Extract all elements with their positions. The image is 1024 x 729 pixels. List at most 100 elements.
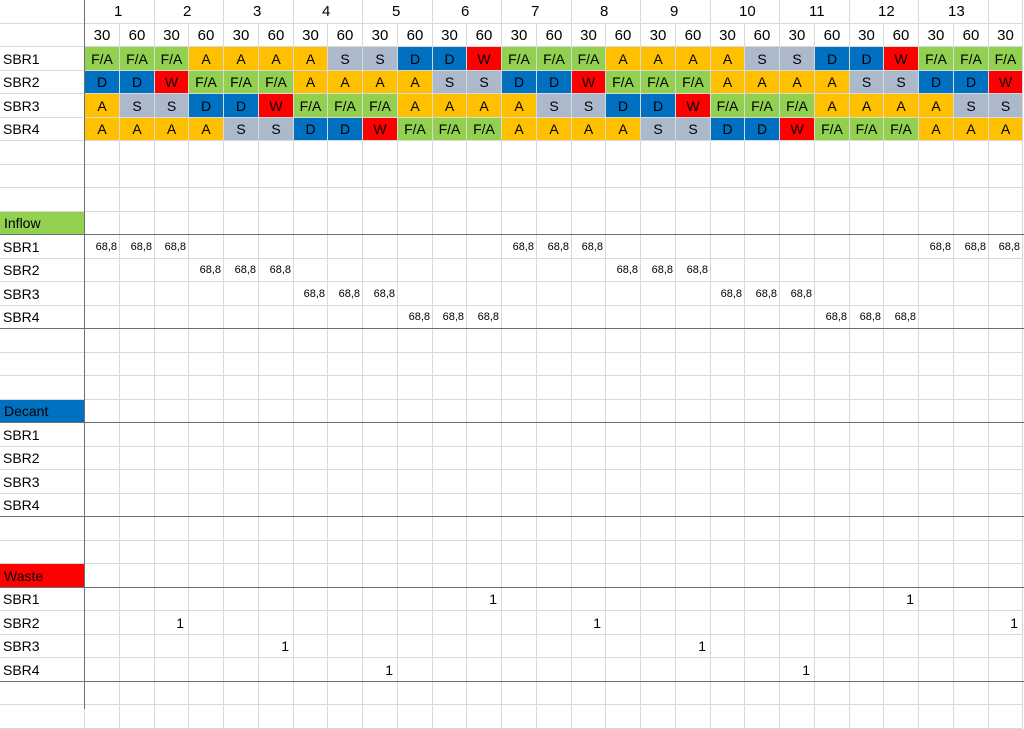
phase-cell[interactable]: S [363, 47, 398, 71]
grid-cell[interactable] [745, 447, 780, 470]
grid-cell[interactable] [155, 141, 189, 165]
waste-value-cell[interactable]: 1 [676, 635, 711, 658]
grid-cell[interactable] [85, 564, 120, 588]
grid-cell[interactable] [85, 588, 120, 611]
grid-cell[interactable] [502, 564, 537, 588]
grid-cell[interactable] [537, 376, 572, 400]
phase-cell[interactable]: F/A [120, 47, 155, 71]
minute-header[interactable]: 30 [155, 24, 189, 47]
grid-cell[interactable] [641, 470, 676, 494]
grid-cell[interactable] [502, 188, 537, 212]
phase-cell[interactable]: F/A [815, 118, 850, 141]
grid-cell[interactable] [467, 282, 502, 306]
decant-section-label[interactable]: Decant [0, 400, 85, 423]
grid-cell[interactable] [328, 658, 363, 682]
phase-cell[interactable]: F/A [780, 94, 815, 118]
grid-cell[interactable] [328, 470, 363, 494]
grid-cell[interactable] [120, 423, 155, 447]
reactor-label[interactable]: SBR2 [0, 71, 85, 94]
grid-cell[interactable] [294, 353, 328, 376]
grid-cell[interactable] [884, 635, 919, 658]
phase-cell[interactable]: W [259, 94, 294, 118]
minute-header[interactable]: 60 [815, 24, 850, 47]
grid-cell[interactable] [120, 470, 155, 494]
grid-cell[interactable] [189, 517, 224, 541]
grid-cell[interactable] [676, 447, 711, 470]
grid-cell[interactable] [328, 517, 363, 541]
grid-cell[interactable] [363, 564, 398, 588]
grid-cell[interactable] [850, 470, 884, 494]
grid-cell[interactable] [745, 376, 780, 400]
inflow-value-cell[interactable]: 68,8 [398, 306, 433, 329]
grid-cell[interactable] [120, 682, 155, 705]
phase-cell[interactable]: F/A [328, 94, 363, 118]
phase-cell[interactable]: F/A [641, 71, 676, 94]
grid-cell[interactable] [85, 494, 120, 517]
grid-cell[interactable] [328, 329, 363, 353]
grid-cell[interactable] [954, 588, 989, 611]
grid-cell[interactable] [120, 282, 155, 306]
phase-cell[interactable]: A [398, 71, 433, 94]
grid-cell[interactable] [155, 635, 189, 658]
grid-cell[interactable] [815, 470, 850, 494]
grid-cell[interactable] [745, 423, 780, 447]
grid-cell[interactable] [641, 282, 676, 306]
grid-cell[interactable] [155, 423, 189, 447]
decant-reactor-label[interactable]: SBR3 [0, 470, 85, 494]
grid-cell[interactable] [606, 165, 641, 188]
grid-cell[interactable] [502, 611, 537, 635]
grid-cell[interactable] [224, 235, 259, 259]
grid-cell[interactable] [259, 682, 294, 705]
grid-cell[interactable] [954, 141, 989, 165]
grid-cell[interactable] [989, 470, 1023, 494]
grid-cell[interactable] [989, 259, 1023, 282]
grid-cell[interactable] [954, 212, 989, 235]
grid-cell[interactable] [954, 635, 989, 658]
grid-cell[interactable] [398, 517, 433, 541]
inflow-value-cell[interactable]: 68,8 [989, 235, 1023, 259]
grid-cell[interactable] [259, 329, 294, 353]
grid-cell[interactable] [189, 635, 224, 658]
grid-cell[interactable] [398, 447, 433, 470]
grid-cell[interactable] [745, 141, 780, 165]
grid-cell[interactable] [120, 517, 155, 541]
grid-cell[interactable] [294, 470, 328, 494]
phase-cell[interactable]: S [224, 118, 259, 141]
grid-cell[interactable] [711, 564, 745, 588]
grid-cell[interactable] [398, 470, 433, 494]
phase-cell[interactable]: D [189, 94, 224, 118]
grid-cell[interactable] [884, 564, 919, 588]
grid-cell[interactable] [294, 588, 328, 611]
grid-cell[interactable] [954, 494, 989, 517]
grid-cell[interactable] [606, 494, 641, 517]
grid-cell[interactable] [676, 588, 711, 611]
phase-cell[interactable]: A [85, 118, 120, 141]
row-label-cell[interactable] [0, 0, 85, 24]
grid-cell[interactable] [711, 259, 745, 282]
minute-header[interactable]: 30 [224, 24, 259, 47]
phase-cell[interactable]: A [120, 118, 155, 141]
grid-cell[interactable] [919, 447, 954, 470]
row-label-cell[interactable] [0, 329, 85, 353]
phase-cell[interactable]: A [780, 71, 815, 94]
grid-cell[interactable] [224, 517, 259, 541]
waste-value-cell[interactable]: 1 [467, 588, 502, 611]
grid-cell[interactable] [363, 329, 398, 353]
grid-cell[interactable] [815, 376, 850, 400]
hour-header[interactable]: 2 [155, 0, 224, 24]
minute-header[interactable]: 60 [606, 24, 641, 47]
grid-cell[interactable] [328, 447, 363, 470]
grid-cell[interactable] [294, 376, 328, 400]
grid-cell[interactable] [641, 682, 676, 705]
grid-cell[interactable] [224, 588, 259, 611]
grid-cell[interactable] [259, 564, 294, 588]
grid-cell[interactable] [398, 329, 433, 353]
phase-cell[interactable]: A [294, 71, 328, 94]
grid-cell[interactable] [467, 188, 502, 212]
grid-cell[interactable] [120, 329, 155, 353]
grid-cell[interactable] [850, 212, 884, 235]
grid-cell[interactable] [189, 165, 224, 188]
grid-cell[interactable] [467, 470, 502, 494]
grid-cell[interactable] [641, 235, 676, 259]
grid-cell[interactable] [606, 658, 641, 682]
